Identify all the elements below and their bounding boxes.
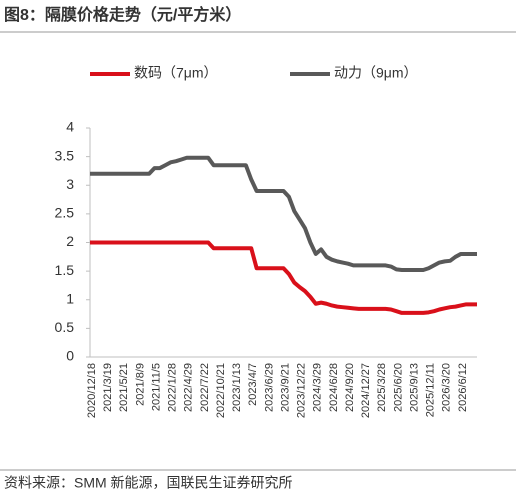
x-tick-label: 2024/3/29 [312,363,324,412]
y-tick-label: 0 [66,348,74,364]
y-tick-label: 3 [66,176,74,192]
x-tick-label: 2023/9/21 [279,363,291,412]
x-tick-label: 2021/5/21 [118,363,130,412]
x-tick-label: 2022/7/22 [199,363,211,412]
x-tick-label: 2022/1/28 [167,363,179,412]
x-tick-label: 2023/6/29 [263,363,275,412]
source: 资料来源：SMM 新能源，国联民生证券研究所 [4,475,293,491]
y-tick-label: 2 [66,233,74,249]
x-tick-label: 2023/4/7 [247,363,259,406]
x-tick-label: 2021/3/19 [102,363,114,412]
x-tick-label: 2021/8/9 [134,363,146,406]
x-tick-label: 2025/9/13 [408,363,420,412]
x-tick-label: 2023/1/13 [231,363,243,412]
series-line [90,240,477,315]
x-tick-label: 2021/11/5 [150,363,162,411]
y-tick-label: 4 [66,119,74,135]
legend-label: 动力（9μm） [334,65,418,81]
x-tick-label: 2022/10/21 [215,363,227,418]
x-tick-label: 2025/12/11 [425,363,437,417]
x-tick-label: 2022/4/29 [183,363,195,412]
x-tick-label: 2026/3/20 [441,363,453,412]
chart-title: 图8：隔膜价格走势（元/平方米） [4,5,241,24]
x-tick-label: 2026/6/12 [457,363,469,412]
y-tick-label: 1.5 [55,262,75,278]
y-tick-label: 3.5 [55,147,75,163]
x-tick-label: 2023/12/22 [296,363,308,418]
x-tick-label: 2025/6/20 [392,363,404,412]
series-line [90,155,477,272]
y-tick-label: 2.5 [55,205,75,221]
y-tick-label: 0.5 [55,319,75,335]
x-tick-label: 2025/3/28 [376,363,388,412]
x-tick-label: 2024/12/27 [360,363,372,418]
x-tick-label: 2024/6/28 [328,363,340,412]
x-tick-label: 2020/12/18 [86,363,98,418]
y-tick-label: 1 [66,290,74,306]
legend-label: 数码（7μm） [134,65,218,81]
x-tick-label: 2024/9/20 [344,363,356,412]
